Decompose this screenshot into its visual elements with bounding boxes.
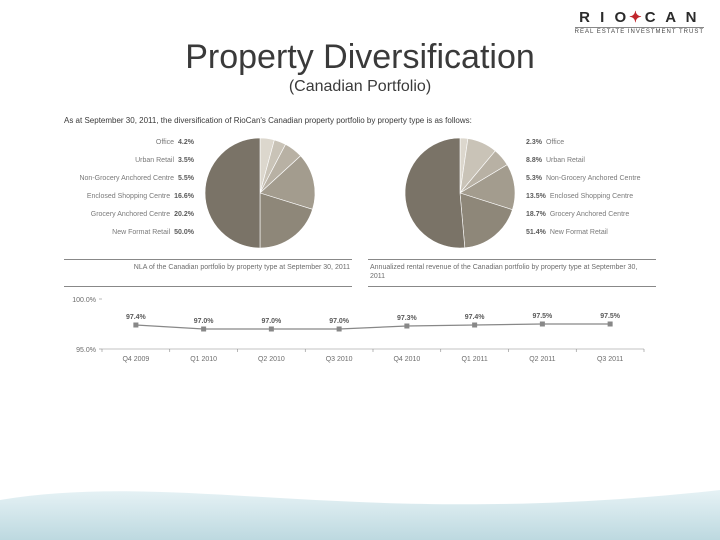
pie-left-block: Office 4.2% Urban Retail 3.5% Non-Grocery An… (64, 133, 356, 253)
data-point (269, 326, 274, 331)
page-subtitle: (Canadian Portfolio) (0, 78, 720, 96)
x-tick-label: Q4 2010 (393, 356, 420, 363)
pie-slice (205, 138, 260, 248)
pie-label-pct: 4.2% (178, 139, 194, 146)
pie-label-text: Grocery Anchored Centre (550, 211, 629, 218)
occupancy-line-chart: 95.0% 100.0% 97.4% Q4 2009 97.0% Q1 2010 97.0%… (60, 293, 652, 365)
x-tick-label: Q1 2010 (190, 356, 217, 363)
x-tick-label: Q2 2011 (529, 356, 555, 363)
pie-label-pct: 3.5% (178, 157, 194, 164)
pie-right-labels: 2.3% Office 8.8% Urban Retail 5.3% Non-Grocer… (526, 133, 656, 241)
point-label: 97.4% (465, 314, 486, 321)
pie-left-caption: NLA of the Canadian portfolio by propert… (64, 259, 352, 287)
logo-text: R I O✦C A N (575, 8, 704, 26)
pie-label-text: Urban Retail (135, 157, 174, 164)
point-label: 97.0% (261, 318, 282, 325)
pie-label-pct: 51.4% (526, 229, 546, 236)
y-tick-label: 95.0% (76, 347, 96, 354)
pie-label-row: Non-Grocery Anchored Centre 5.5% (64, 169, 194, 187)
pie-label-text: New Format Retail (112, 229, 170, 236)
pie-right-block: 2.3% Office 8.8% Urban Retail 5.3% Non-Grocer… (364, 133, 656, 253)
pie-label-row: 13.5% Enclosed Shopping Centre (526, 187, 656, 205)
pie-label-pct: 16.6% (174, 193, 194, 200)
pie-label-text: Enclosed Shopping Centre (550, 193, 633, 200)
pie-label-text: New Format Retail (550, 229, 608, 236)
data-point (608, 321, 613, 326)
pie-label-text: Enclosed Shopping Centre (87, 193, 170, 200)
data-point (540, 321, 545, 326)
point-label: 97.4% (126, 314, 147, 321)
pie-label-row: Urban Retail 3.5% (64, 151, 194, 169)
pie-right-caption: Annualized rental revenue of the Canadia… (368, 259, 656, 287)
pie-label-pct: 20.2% (174, 211, 194, 218)
data-point (404, 323, 409, 328)
pie-label-pct: 5.3% (526, 175, 542, 182)
pie-label-pct: 18.7% (526, 211, 546, 218)
pie-captions: NLA of the Canadian portfolio by propert… (60, 259, 660, 287)
point-label: 97.3% (397, 315, 418, 322)
pie-label-pct: 50.0% (174, 229, 194, 236)
logo-tagline: REAL ESTATE INVESTMENT TRUST (575, 27, 704, 35)
y-tick-label: 100.0% (72, 297, 96, 304)
data-point (201, 326, 206, 331)
pie-label-row: Enclosed Shopping Centre 16.6% (64, 187, 194, 205)
x-tick-label: Q3 2011 (597, 356, 623, 363)
pie-label-pct: 8.8% (526, 157, 542, 164)
point-label: 97.0% (194, 318, 215, 325)
pie-label-row: 51.4% New Format Retail (526, 223, 656, 241)
pie-label-pct: 2.3% (526, 139, 542, 146)
pie-label-row: Grocery Anchored Centre 20.2% (64, 205, 194, 223)
content-panel: As at September 30, 2011, the diversific… (60, 112, 660, 365)
data-point (337, 326, 342, 331)
brand-logo: R I O✦C A N REAL ESTATE INVESTMENT TRUST (575, 8, 704, 35)
page-title: Property Diversification (0, 38, 720, 77)
pie-slice (405, 138, 465, 248)
x-tick-label: Q4 2009 (122, 356, 149, 363)
background-wave (0, 460, 720, 540)
pie-label-pct: 13.5% (526, 193, 546, 200)
x-tick-label: Q3 2010 (326, 356, 353, 363)
pie-label-text: Grocery Anchored Centre (91, 211, 170, 218)
pie-left-chart (200, 133, 320, 253)
pie-row: Office 4.2% Urban Retail 3.5% Non-Grocery An… (60, 133, 660, 253)
pie-right-chart (400, 133, 520, 253)
slide: R I O✦C A N REAL ESTATE INVESTMENT TRUST… (0, 0, 720, 540)
pie-label-text: Non-Grocery Anchored Centre (546, 175, 641, 182)
data-point (133, 322, 138, 327)
pie-left-labels: Office 4.2% Urban Retail 3.5% Non-Grocery An… (64, 133, 194, 241)
pie-label-text: Non-Grocery Anchored Centre (79, 175, 174, 182)
pie-label-text: Office (546, 139, 564, 146)
intro-text: As at September 30, 2011, the diversific… (60, 112, 660, 133)
pie-label-row: 18.7% Grocery Anchored Centre (526, 205, 656, 223)
point-label: 97.0% (329, 318, 350, 325)
x-tick-label: Q2 2010 (258, 356, 285, 363)
point-label: 97.5% (532, 313, 553, 320)
pie-label-text: Urban Retail (546, 157, 585, 164)
pie-label-row: 5.3% Non-Grocery Anchored Centre (526, 169, 656, 187)
pie-label-row: Office 4.2% (64, 133, 194, 151)
pie-label-pct: 5.5% (178, 175, 194, 182)
x-tick-label: Q1 2011 (461, 356, 487, 363)
point-label: 97.5% (600, 313, 621, 320)
pie-label-row: 8.8% Urban Retail (526, 151, 656, 169)
pie-label-row: New Format Retail 50.0% (64, 223, 194, 241)
data-point (472, 322, 477, 327)
pie-label-text: Office (156, 139, 174, 146)
pie-label-row: 2.3% Office (526, 133, 656, 151)
